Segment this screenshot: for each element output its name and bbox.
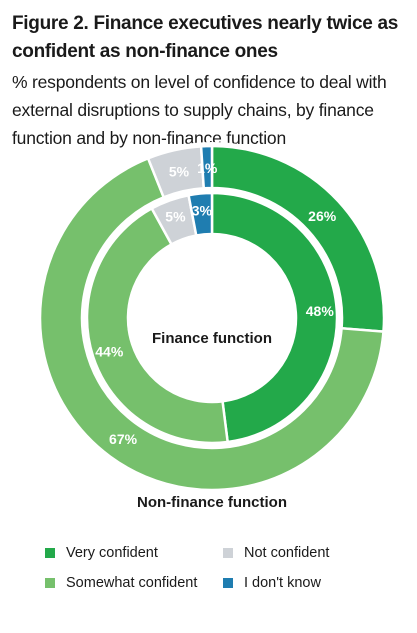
inner-label-somewhat-confident: 44% xyxy=(95,343,124,359)
legend-item: Not confident xyxy=(223,545,329,561)
legend-label: Not confident xyxy=(244,545,330,561)
outer-label-somewhat-confident: 67% xyxy=(109,431,138,447)
outer-slice-somewhat-confident xyxy=(38,156,385,492)
outer-label-not-confident: 5% xyxy=(169,164,190,180)
legend-label: Somewhat confident xyxy=(66,575,198,591)
legend: Very confident Not confident Somewhat conf… xyxy=(45,545,417,615)
inner-slice-somewhat-confident xyxy=(85,206,230,445)
outer-label-i-dont-know: 1% xyxy=(197,160,218,176)
legend-item: Somewhat confident xyxy=(45,575,197,591)
inner-slice-i-dont-know xyxy=(187,191,214,237)
donut-chart: 48% 44% 5% 3% 26% 67% 5% 1% Finance function Non-… xyxy=(38,144,385,511)
inner-slice-very-confident xyxy=(210,191,339,444)
legend-swatch xyxy=(45,578,55,588)
chart-subtitle: % respondents on level of confidence to … xyxy=(12,72,387,148)
outer-slice-i-dont-know xyxy=(199,144,214,190)
outer-ring-name: Non-finance function xyxy=(137,494,287,511)
legend-swatch xyxy=(223,578,233,588)
legend-item: I don't know xyxy=(223,575,321,591)
chart-title: Figure 2. Finance executives nearly twic… xyxy=(12,13,398,62)
legend-swatch xyxy=(223,548,233,558)
inner-label-not-confident: 5% xyxy=(165,208,186,224)
inner-ring-name: Finance function xyxy=(152,330,272,347)
outer-label-very-confident: 26% xyxy=(308,208,337,224)
legend-label: Very confident xyxy=(66,545,158,561)
inner-label-i-dont-know: 3% xyxy=(192,202,213,218)
inner-label-very-confident: 48% xyxy=(306,303,335,319)
legend-swatch xyxy=(45,548,55,558)
legend-label: I don't know xyxy=(244,575,321,591)
legend-item: Very confident xyxy=(45,545,158,561)
